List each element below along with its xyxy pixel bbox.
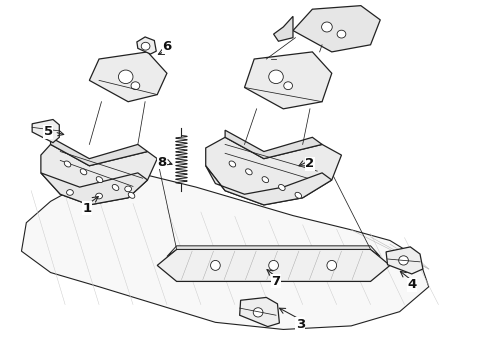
Polygon shape	[32, 120, 59, 143]
Ellipse shape	[141, 42, 150, 50]
Text: 1: 1	[82, 202, 91, 215]
Ellipse shape	[66, 190, 73, 195]
Polygon shape	[205, 166, 331, 205]
Ellipse shape	[268, 70, 283, 84]
Polygon shape	[386, 247, 422, 274]
Ellipse shape	[262, 177, 268, 183]
Ellipse shape	[228, 161, 235, 167]
Ellipse shape	[124, 186, 131, 192]
Ellipse shape	[112, 184, 119, 190]
Polygon shape	[50, 137, 147, 166]
Ellipse shape	[128, 192, 135, 198]
Ellipse shape	[118, 70, 133, 84]
Polygon shape	[239, 297, 279, 327]
Ellipse shape	[210, 260, 220, 270]
Ellipse shape	[294, 192, 301, 198]
Text: 7: 7	[271, 275, 280, 288]
Ellipse shape	[96, 193, 102, 199]
Ellipse shape	[398, 256, 407, 265]
Polygon shape	[244, 52, 331, 109]
Text: 3: 3	[295, 318, 304, 330]
Ellipse shape	[326, 260, 336, 270]
Ellipse shape	[253, 308, 263, 317]
Ellipse shape	[321, 22, 331, 32]
Polygon shape	[41, 173, 147, 205]
Polygon shape	[205, 137, 341, 205]
Text: 6: 6	[162, 40, 171, 53]
Polygon shape	[292, 6, 380, 52]
Ellipse shape	[96, 177, 102, 183]
Polygon shape	[137, 37, 156, 54]
Polygon shape	[166, 246, 380, 257]
Ellipse shape	[245, 169, 252, 175]
Polygon shape	[273, 16, 292, 41]
Ellipse shape	[131, 82, 140, 90]
Ellipse shape	[268, 260, 278, 270]
Ellipse shape	[283, 82, 292, 90]
Text: 4: 4	[407, 279, 416, 292]
Text: 5: 5	[43, 126, 53, 139]
Polygon shape	[89, 52, 166, 102]
Ellipse shape	[336, 30, 345, 38]
Text: 8: 8	[157, 156, 166, 169]
Ellipse shape	[80, 169, 87, 175]
Text: 2: 2	[305, 157, 314, 171]
Ellipse shape	[64, 161, 71, 167]
Polygon shape	[41, 144, 157, 205]
Polygon shape	[224, 130, 322, 159]
Ellipse shape	[278, 184, 285, 190]
Polygon shape	[157, 249, 389, 282]
Polygon shape	[21, 173, 428, 329]
